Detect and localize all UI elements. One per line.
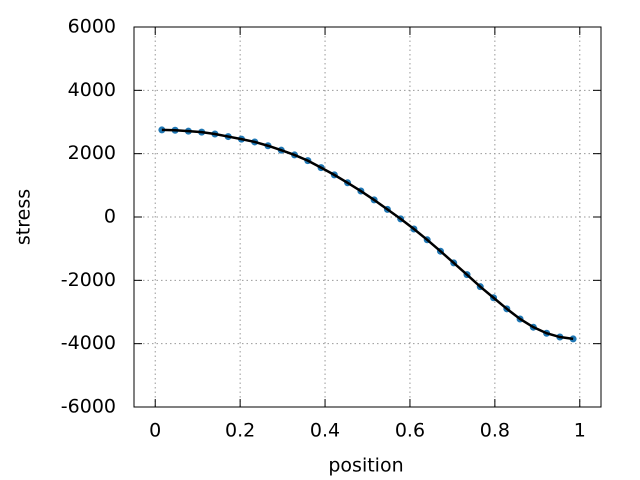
x-axis-label: position [328, 455, 403, 477]
y-tick-label: 2000 [68, 142, 116, 164]
y-axis-label: stress [13, 189, 35, 245]
x-tick-label: 0 [149, 420, 161, 442]
plot-frame [133, 26, 602, 408]
data-line [161, 128, 574, 341]
y-tick-label: 6000 [68, 16, 116, 38]
y-tick-label: -6000 [61, 396, 116, 418]
y-tick-label: -2000 [61, 269, 116, 291]
x-tick-label: 0.4 [310, 420, 340, 442]
x-tick-label: 0.6 [395, 420, 425, 442]
x-tick-label: 0.8 [480, 420, 510, 442]
y-tick-label: 4000 [68, 79, 116, 101]
x-tick-label: 1 [574, 420, 586, 442]
y-tick-label: -4000 [61, 332, 116, 354]
x-tick-label: 0.2 [225, 420, 255, 442]
y-tick-label: 0 [104, 206, 116, 228]
